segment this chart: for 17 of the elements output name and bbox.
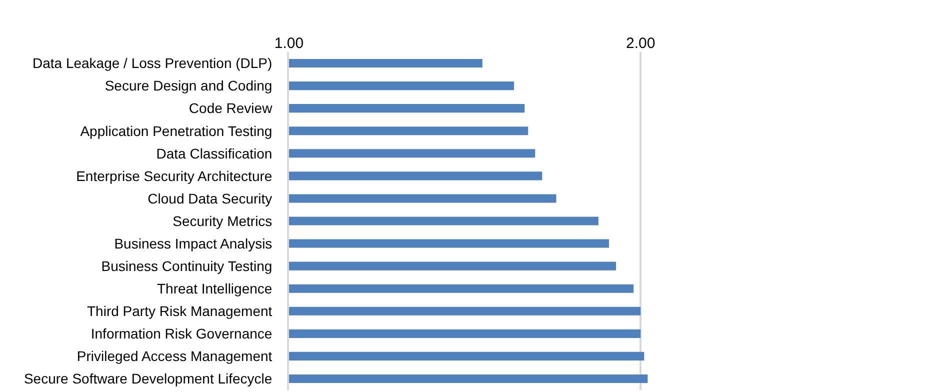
- y-tick-label: Data Classification: [156, 145, 272, 162]
- y-tick-label: Enterprise Security Architecture: [76, 168, 272, 184]
- y-tick-label: Application Penetration Testing: [80, 122, 272, 139]
- y-tick-label: Code Review: [188, 100, 274, 116]
- y-tick-label: Data Leakage / Loss Prevention (DLP): [32, 55, 272, 72]
- y-tick-label: Secure Design and Coding: [104, 78, 272, 94]
- y-tick-label: Business Continuity Testing: [101, 258, 272, 274]
- x-tick-label: 1.00: [274, 35, 304, 52]
- y-tick-label: Third Party Risk Management: [87, 303, 272, 320]
- y-tick-label: Threat Intelligence: [157, 280, 272, 296]
- y-tick-label: Security Metrics: [172, 212, 272, 229]
- y-tick-label: Privileged Access Management: [76, 348, 272, 364]
- x-tick-label: 2.00: [626, 35, 656, 52]
- y-tick-label: Secure Software Development Lifecycle: [24, 370, 272, 387]
- y-tick-label: Information Risk Governance: [90, 326, 272, 342]
- y-tick-label: Cloud Data Security: [148, 190, 272, 206]
- y-tick-label: Business Impact Analysis: [114, 235, 272, 252]
